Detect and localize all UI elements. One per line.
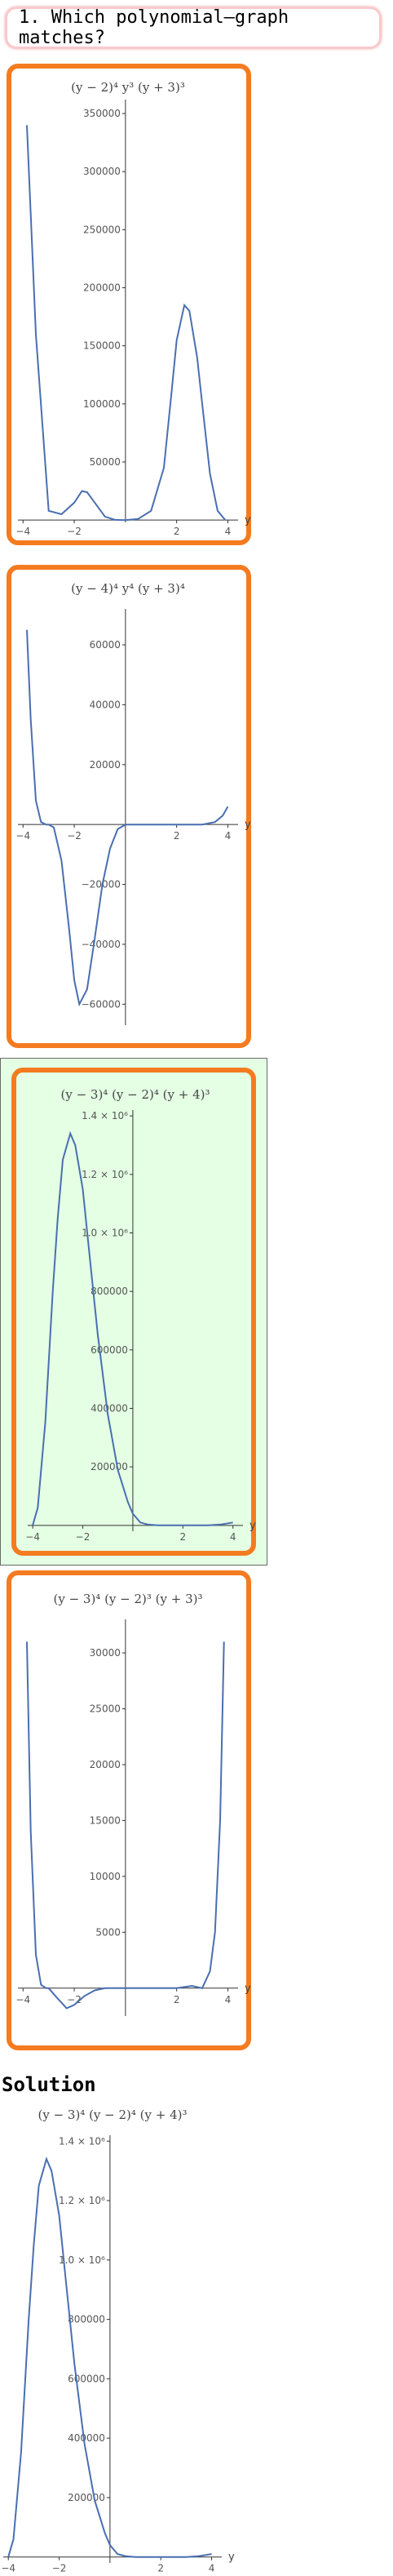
y-tick-label: −20000: [82, 879, 121, 890]
x-tick-label: 4: [225, 830, 232, 842]
chart-2: (y − 4)⁴ y⁴ (y + 3)⁴ y −4 −2 2 4 −60000 −40000 −…: [15, 581, 251, 1025]
chart-title: (y − 2)⁴ y³ (y + 3)³: [71, 80, 185, 95]
y-tick-label: 400000: [68, 2432, 105, 2444]
x-tick-label: 2: [174, 1994, 180, 2005]
chart-title: (y − 3)⁴ (y − 2)³ (y + 3)³: [53, 1592, 202, 1606]
x-tick-label: −2: [52, 2563, 67, 2574]
answer-choice-2[interactable]: [7, 565, 251, 1048]
y-tick-label: 50000: [90, 456, 121, 468]
x-axis-label: y: [249, 1520, 256, 1532]
x-axis-label: y: [228, 2552, 235, 2564]
x-tick-label: 4: [225, 526, 232, 537]
y-tick-label: 10000: [90, 1871, 121, 1882]
x-tick-label: 2: [180, 1531, 187, 1543]
x-tick-label: 2: [157, 2563, 164, 2574]
x-tick-label: 2: [174, 526, 180, 537]
chart-title: (y − 3)⁴ (y − 2)⁴ (y + 4)³: [60, 1087, 210, 1102]
series-line: [26, 629, 229, 1007]
y-tick-label: 800000: [91, 1286, 128, 1297]
chart-5: (y − 3)⁴ (y − 2)⁴ (y + 4)³ y −4 −2 2 4 200000 4…: [1, 2107, 235, 2574]
x-tick-label: 4: [225, 1994, 232, 2005]
y-tick-label: 20000: [90, 759, 121, 771]
x-tick-label: −4: [15, 1994, 30, 2005]
y-tick-label: 15000: [90, 1814, 121, 1826]
chart-title: (y − 3)⁴ (y − 2)⁴ (y + 4)³: [38, 2107, 187, 2122]
y-tick-label: 20000: [90, 1759, 121, 1770]
chart-title: (y − 4)⁴ y⁴ (y + 3)⁴: [71, 581, 185, 596]
y-tick-label: 200000: [91, 1461, 128, 1472]
y-tick-label: 100000: [83, 398, 121, 410]
y-tick-label: 800000: [68, 2314, 105, 2325]
series-line: [32, 1130, 233, 1526]
y-tick-label: 1.4 × 10⁶: [82, 1110, 128, 1121]
y-tick-label: 200000: [68, 2492, 105, 2503]
y-tick-label: 1.0 × 10⁶: [59, 2254, 105, 2266]
y-tick-label: 1.0 × 10⁶: [82, 1228, 128, 1239]
question-text: 1. Which polynomial–graph matches?: [19, 7, 289, 48]
y-tick-label: 40000: [90, 699, 121, 710]
x-tick-label: 4: [209, 2563, 215, 2574]
x-tick-label: −2: [76, 1531, 91, 1543]
x-axis-label: y: [245, 514, 251, 526]
y-tick-label: −40000: [82, 939, 121, 950]
x-tick-label: −2: [67, 526, 82, 537]
y-tick-label: 200000: [83, 282, 121, 294]
chart-3: (y − 3)⁴ (y − 2)⁴ (y + 4)³ y −4 −2 2 4 200000 4…: [25, 1087, 256, 1543]
y-tick-label: 1.2 × 10⁶: [59, 2195, 105, 2206]
series-line: [7, 2156, 212, 2558]
series-line: [26, 125, 227, 522]
chart-4: (y − 3)⁴ (y − 2)³ (y + 3)³y−4 −2 2 45000100…: [15, 1592, 251, 2016]
x-tick-label: 2: [174, 830, 180, 842]
y-tick-label: 600000: [91, 1344, 128, 1356]
x-tick-label: −4: [25, 1531, 40, 1543]
y-tick-label: 400000: [91, 1403, 128, 1415]
solution-heading: Solution: [2, 2073, 96, 2096]
chart-1: (y − 2)⁴ y³ (y + 3)³ y −4 −2 2 4 50000 100000 15…: [15, 80, 251, 537]
y-tick-label: 350000: [83, 108, 121, 119]
question-box: 1. Which polynomial–graph matches?: [5, 7, 382, 49]
y-tick-label: 300000: [83, 166, 121, 177]
x-axis-label: y: [245, 819, 251, 831]
x-axis-label: y: [245, 1983, 251, 1995]
series-line: [26, 1641, 225, 2010]
y-tick-label: 1.2 × 10⁶: [82, 1169, 128, 1180]
y-tick-label: 5000: [95, 1926, 121, 1938]
y-tick-label: 25000: [90, 1703, 121, 1715]
x-tick-label: −4: [15, 526, 30, 537]
answer-choice-1[interactable]: [7, 64, 251, 545]
y-tick-label: 30000: [90, 1647, 121, 1659]
x-tick-label: −4: [1, 2563, 15, 2574]
y-tick-label: 150000: [83, 340, 121, 352]
x-tick-label: 4: [230, 1531, 236, 1543]
x-tick-label: −4: [15, 830, 30, 842]
x-tick-label: −2: [67, 830, 82, 842]
y-tick-label: 60000: [90, 639, 121, 651]
y-tick-label: −60000: [82, 998, 121, 1010]
y-tick-label: 250000: [83, 224, 121, 235]
y-tick-label: 1.4 × 10⁶: [59, 2135, 105, 2147]
y-tick-label: 600000: [68, 2373, 105, 2384]
